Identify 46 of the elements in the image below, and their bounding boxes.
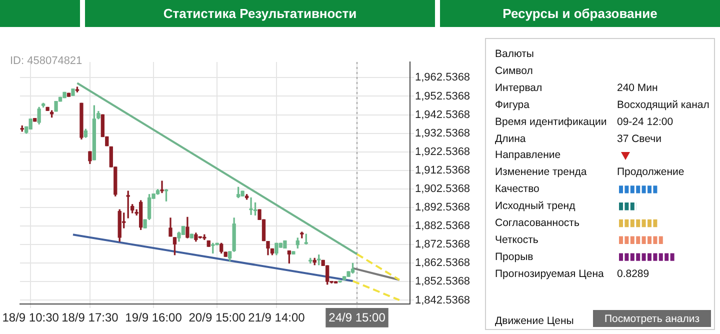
category-label: Прорыв [495,250,534,263]
y-tick-label: 1,882.5368 [415,220,470,232]
x-tick-label: 18/9 10:30 [2,310,60,325]
text: 37 Свечи [617,132,662,144]
annotation: ID: 458074821 [10,55,82,67]
y-tick-label: 1,952.5368 [415,90,470,102]
y-tick-label: 1,902.5368 [415,182,470,195]
category-label: Время идентификации [495,116,607,128]
category-label: Исходный тренд [495,200,576,212]
y-tick-label: 1,922.5368 [415,146,470,158]
text: Продолжение [617,166,684,178]
category-label: Направление [495,149,561,162]
text: 09-24 12:00 [617,116,674,128]
candlestick [160,180,164,194]
y-tick-label: 1,942.5368 [415,108,470,121]
candlestick [249,197,253,215]
y-tick-label: 1,852.5368 [415,276,470,288]
y-tick-label: 1,892.5368 [415,202,470,214]
category-label: Символ [495,64,533,77]
category-label: Фигура [495,98,530,111]
text: Движение Цены [495,315,574,327]
category-label: Согласованность [495,217,580,229]
x-tick-label: 19/9 16:00 [125,310,182,325]
category-label: Интервал [495,82,542,94]
category-label: Изменение тренда [495,166,587,178]
category-label: Прогнозируемая Цена [495,268,604,280]
y-tick-label: 1,862.5368 [415,257,470,270]
category-label: Качество [495,183,540,196]
text: Посмотреть анализ [593,310,711,327]
category-label: Валюты [495,48,534,60]
text: 240 Мин [617,82,658,94]
x-tick-label: 21/9 14:00 [248,310,306,325]
y-tick-label: 1,932.5368 [415,127,470,140]
x-tick-label: 24/9 15:00 [328,310,386,325]
text: Статистика Результативности [85,0,435,27]
text: Ресурсы и образование [440,0,720,27]
category-label: Четкость [495,234,538,246]
y-tick-label: 1,962.5368 [415,72,470,84]
y-tick-label: 1,842.5368 [415,294,470,306]
x-tick-label: 18/9 17:30 [62,310,119,325]
y-tick-label: 1,912.5368 [415,164,470,176]
text: Восходящий канал [617,98,710,111]
text: 0.8289 [617,268,650,280]
category-label: Длина [495,132,526,144]
x-tick-label: 20/9 15:00 [188,310,246,325]
y-tick-label: 1,872.5368 [415,238,470,251]
